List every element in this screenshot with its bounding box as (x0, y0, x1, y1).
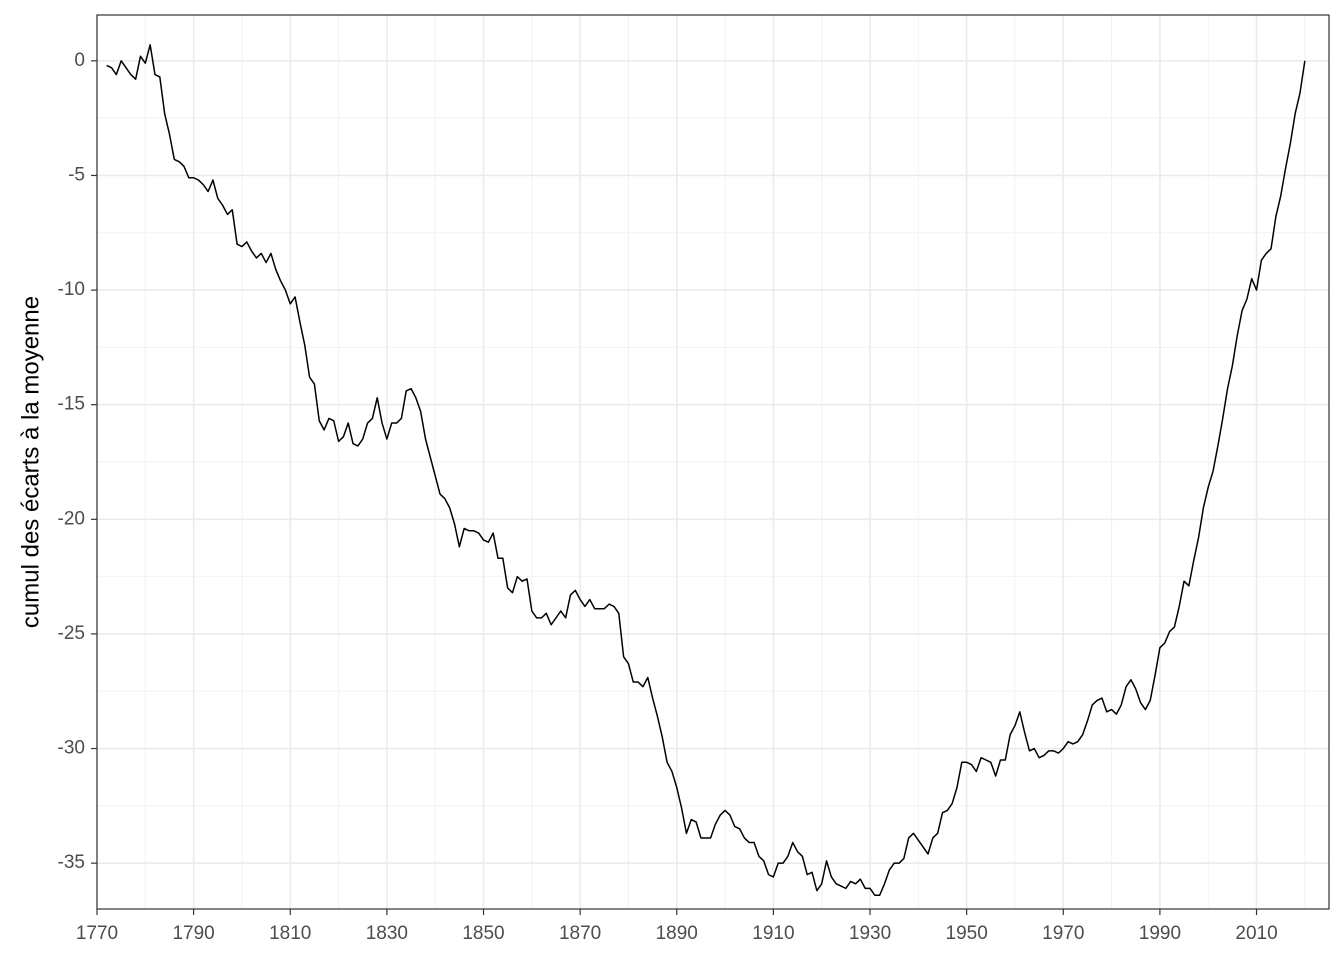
x-tick-label: 1830 (366, 923, 408, 944)
data-line (106, 44, 1306, 896)
x-tick-label: 1870 (559, 923, 601, 944)
y-tick-label: 0 (74, 50, 85, 71)
y-tick-label: -5 (68, 164, 85, 185)
x-tick-label: 1950 (946, 923, 988, 944)
x-tick-label: 1970 (1042, 923, 1084, 944)
y-tick-label: -10 (58, 279, 85, 300)
plot-border (96, 14, 1330, 910)
x-tick-label: 1790 (172, 923, 214, 944)
x-tick-label: 1930 (849, 923, 891, 944)
y-tick-label: -30 (58, 738, 85, 759)
y-tick-label: -25 (58, 623, 85, 644)
y-axis-title: cumul des écarts à la moyenne (17, 296, 44, 628)
y-tick-label: -35 (58, 852, 85, 873)
x-tick-label: 1990 (1139, 923, 1181, 944)
x-tick-label: 2010 (1235, 923, 1277, 944)
x-tick-label: 1910 (752, 923, 794, 944)
y-tick-label: -20 (58, 508, 85, 529)
x-tick-label: 1890 (656, 923, 698, 944)
y-tick-label: -15 (58, 394, 85, 415)
x-tick-label: 1850 (462, 923, 504, 944)
x-tick-label: 1770 (76, 923, 118, 944)
x-tick-label: 1810 (269, 923, 311, 944)
